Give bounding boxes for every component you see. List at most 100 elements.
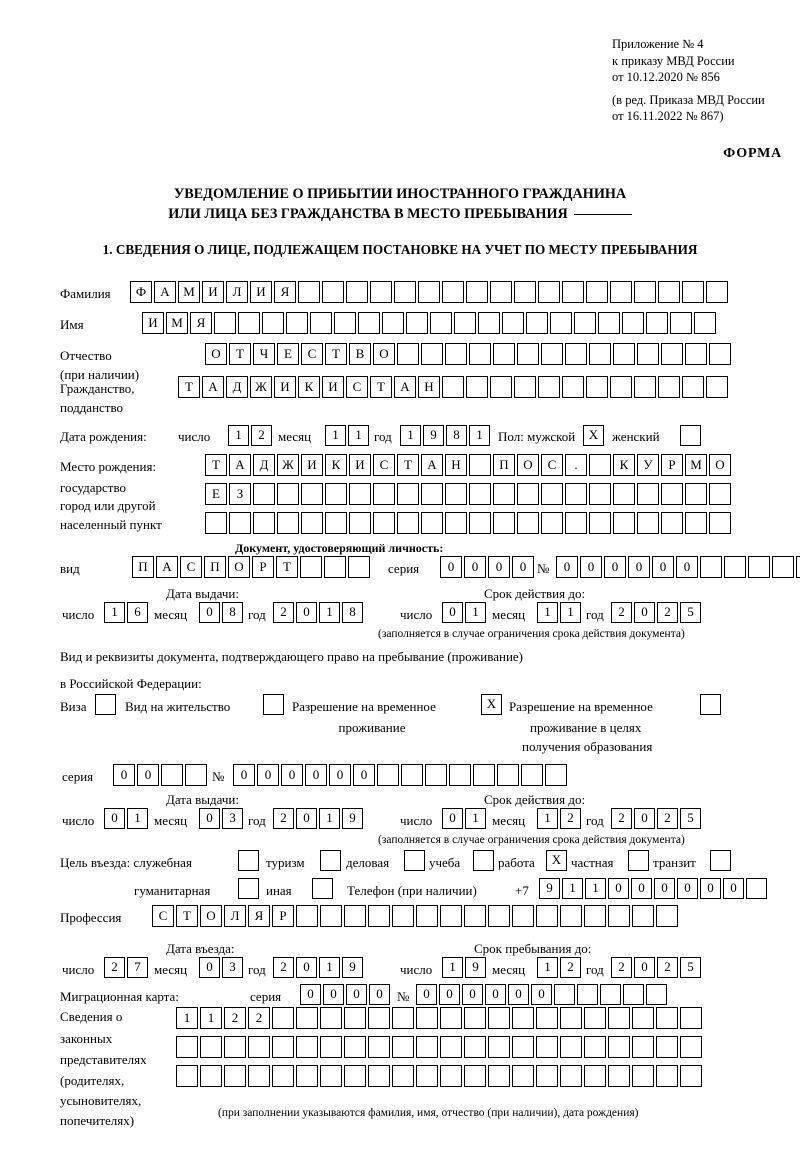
char-cell[interactable]: А <box>202 376 224 398</box>
char-cell[interactable] <box>325 483 347 505</box>
char-cell[interactable]: 0 <box>531 984 552 1005</box>
char-cell[interactable] <box>565 343 587 365</box>
char-cell[interactable] <box>560 1065 582 1087</box>
char-cell[interactable]: 0 <box>700 878 721 899</box>
char-cell[interactable] <box>478 312 500 334</box>
char-cell[interactable]: Т <box>276 556 298 578</box>
char-cell[interactable] <box>464 1036 486 1058</box>
char-cell[interactable] <box>586 376 608 398</box>
char-cell[interactable]: 0 <box>199 957 220 978</box>
char-cell[interactable] <box>404 850 425 871</box>
char-cell[interactable] <box>512 1007 534 1029</box>
char-cell[interactable] <box>646 312 668 334</box>
char-cell[interactable]: Т <box>205 454 227 476</box>
char-cell[interactable] <box>248 1065 270 1087</box>
char-cell[interactable]: Т <box>370 376 392 398</box>
char-cell[interactable]: 2 <box>224 1007 246 1029</box>
char-cell[interactable]: К <box>325 454 347 476</box>
char-cell[interactable]: 0 <box>323 984 344 1005</box>
char-cell[interactable]: А <box>421 454 443 476</box>
char-cell[interactable] <box>421 343 443 365</box>
char-cell[interactable] <box>706 281 728 303</box>
char-cell[interactable]: 8 <box>342 602 363 623</box>
char-cell[interactable] <box>272 1036 294 1058</box>
char-cell[interactable]: 0 <box>723 878 744 899</box>
char-cell[interactable] <box>286 312 308 334</box>
char-cell[interactable]: Я <box>274 281 296 303</box>
char-cell[interactable]: 2 <box>273 602 294 623</box>
char-cell[interactable] <box>709 343 731 365</box>
char-cell[interactable] <box>445 483 467 505</box>
char-cell[interactable] <box>200 1036 222 1058</box>
char-cell[interactable] <box>502 312 524 334</box>
char-cell[interactable]: М <box>178 281 200 303</box>
char-cell[interactable]: 1 <box>442 957 463 978</box>
char-cell[interactable] <box>349 483 371 505</box>
char-cell[interactable]: 0 <box>104 808 125 829</box>
char-cell[interactable]: 0 <box>631 878 652 899</box>
char-cell[interactable] <box>445 343 467 365</box>
char-cell[interactable] <box>685 483 707 505</box>
char-cell[interactable] <box>253 483 275 505</box>
char-cell[interactable] <box>253 512 275 534</box>
char-cell[interactable]: А <box>154 281 176 303</box>
char-cell[interactable] <box>449 764 471 786</box>
char-cell[interactable] <box>368 1065 390 1087</box>
char-cell[interactable] <box>536 1007 558 1029</box>
char-cell[interactable]: 9 <box>423 425 444 446</box>
char-cell[interactable]: И <box>322 376 344 398</box>
char-cell[interactable] <box>262 312 284 334</box>
char-cell[interactable] <box>538 281 560 303</box>
char-cell[interactable] <box>392 1036 414 1058</box>
char-cell[interactable] <box>560 1036 582 1058</box>
field-birth-place-row-3[interactable] <box>205 512 731 534</box>
char-cell[interactable] <box>473 764 495 786</box>
char-cell[interactable]: И <box>202 281 224 303</box>
char-cell[interactable] <box>418 281 440 303</box>
char-cell[interactable] <box>416 1065 438 1087</box>
char-cell[interactable] <box>610 281 632 303</box>
char-cell[interactable] <box>658 281 680 303</box>
char-cell[interactable]: Ж <box>277 454 299 476</box>
char-cell[interactable] <box>349 512 371 534</box>
char-cell[interactable]: 0 <box>485 984 506 1005</box>
char-cell[interactable]: 9 <box>342 957 363 978</box>
char-cell[interactable]: 0 <box>580 556 602 578</box>
char-cell[interactable]: 0 <box>300 984 321 1005</box>
checkbox-purpose-business[interactable] <box>404 850 425 871</box>
char-cell[interactable] <box>685 343 707 365</box>
char-cell[interactable]: С <box>152 905 174 927</box>
char-cell[interactable]: 1 <box>319 957 340 978</box>
char-cell[interactable]: Т <box>178 376 200 398</box>
char-cell[interactable]: 0 <box>416 984 437 1005</box>
char-cell[interactable] <box>796 556 800 578</box>
char-cell[interactable] <box>205 512 227 534</box>
char-cell[interactable]: Е <box>277 343 299 365</box>
char-cell[interactable] <box>685 512 707 534</box>
char-cell[interactable]: 1 <box>200 1007 222 1029</box>
char-cell[interactable] <box>277 483 299 505</box>
char-cell[interactable]: Т <box>325 343 347 365</box>
char-cell[interactable]: Р <box>252 556 274 578</box>
char-cell[interactable] <box>772 556 794 578</box>
char-cell[interactable] <box>632 1007 654 1029</box>
char-cell[interactable] <box>623 984 644 1005</box>
char-cell[interactable]: 2 <box>657 808 678 829</box>
char-cell[interactable] <box>637 343 659 365</box>
char-cell[interactable] <box>589 343 611 365</box>
char-cell[interactable]: Ж <box>250 376 272 398</box>
